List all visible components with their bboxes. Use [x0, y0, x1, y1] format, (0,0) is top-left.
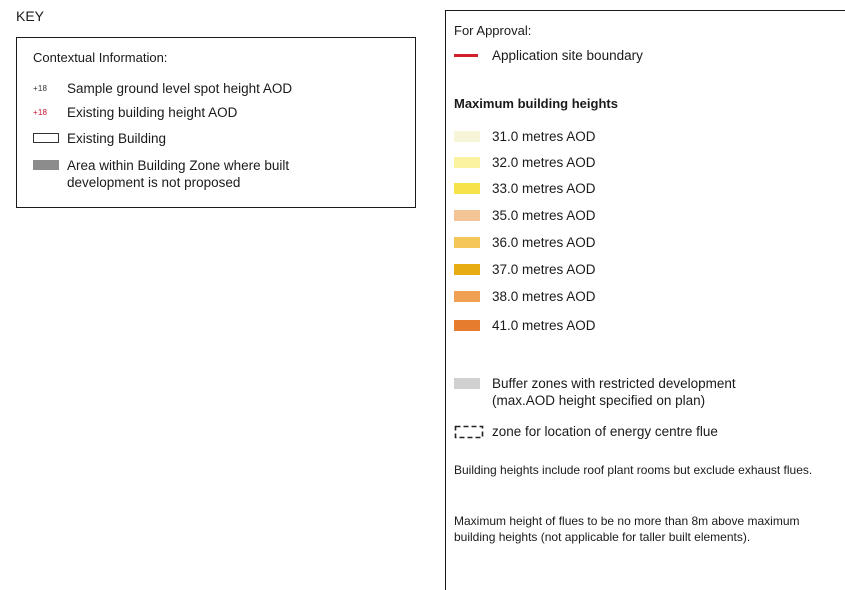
- note-building-heights: Building heights include roof plant room…: [454, 463, 813, 477]
- height-swatch: [454, 131, 480, 142]
- legend-item-label: Area within Building Zone where built de…: [67, 158, 290, 190]
- for-approval-title: For Approval:: [454, 23, 532, 38]
- legend-item-height: 35.0 metres AOD: [454, 208, 596, 223]
- legend-item-label: Application site boundary: [492, 48, 643, 63]
- legend-item-label: 37.0 metres AOD: [492, 262, 596, 277]
- legend-item-label: Existing Building: [67, 131, 167, 146]
- legend-item-label: 31.0 metres AOD: [492, 129, 596, 144]
- legend-item-label: 32.0 metres AOD: [492, 155, 596, 170]
- height-swatch: [454, 183, 480, 194]
- legend-item-height: 31.0 metres AOD: [454, 129, 596, 144]
- key-title: KEY: [16, 8, 45, 24]
- existing-building-swatch: [33, 133, 59, 143]
- legend-item-height: 36.0 metres AOD: [454, 235, 596, 250]
- height-swatch: [454, 210, 480, 221]
- max-heights-title: Maximum building heights: [454, 96, 618, 111]
- dashed-zone-icon: [454, 425, 484, 438]
- height-swatch: [454, 320, 480, 331]
- legend-item-label: 36.0 metres AOD: [492, 235, 596, 250]
- legend-item-label: zone for location of energy centre flue: [492, 424, 718, 439]
- legend-item-label: 41.0 metres AOD: [492, 318, 596, 333]
- building-height-symbol: +18: [33, 107, 48, 117]
- legend-item-label: Buffer zones with restricted development…: [492, 376, 736, 408]
- legend-item-label: 33.0 metres AOD: [492, 181, 596, 196]
- legend-item-ground-spot-height: +18 Sample ground level spot height AOD: [33, 80, 292, 97]
- legend-item-label: 38.0 metres AOD: [492, 289, 596, 304]
- legend-item-site-boundary: Application site boundary: [454, 48, 643, 63]
- site-boundary-line-symbol: [454, 54, 478, 57]
- legend-item-label: Existing building height AOD: [67, 105, 238, 120]
- height-swatch: [454, 291, 480, 302]
- legend-item-height: 32.0 metres AOD: [454, 155, 596, 170]
- ground-spot-height-symbol: +18: [33, 83, 48, 93]
- contextual-heading: Contextual Information:: [33, 50, 168, 65]
- area-not-proposed-swatch: [33, 160, 59, 170]
- legend-item-label: Sample ground level spot height AOD: [67, 81, 293, 96]
- contextual-information-box: Contextual Information: +18 Sample groun…: [16, 37, 416, 208]
- legend-item-energy-flue: zone for location of energy centre flue: [454, 424, 718, 439]
- legend-item-height: 37.0 metres AOD: [454, 262, 596, 277]
- height-swatch: [454, 237, 480, 248]
- for-approval-panel: For Approval: Application site boundary …: [445, 10, 845, 590]
- legend-item-height: 41.0 metres AOD: [454, 318, 596, 333]
- legend-item-label: 35.0 metres AOD: [492, 208, 596, 223]
- legend-item-area-not-proposed: Area within Building Zone where built de…: [33, 157, 313, 191]
- legend-item-height: 38.0 metres AOD: [454, 289, 596, 304]
- legend-item-buffer-zones: Buffer zones with restricted development…: [454, 375, 792, 409]
- height-swatch: [454, 264, 480, 275]
- legend-item-existing-building-height: +18 Existing building height AOD: [33, 104, 237, 121]
- legend-item-existing-building: Existing Building: [33, 130, 166, 147]
- note-flue-heights: Maximum height of flues to be no more th…: [454, 514, 800, 544]
- height-swatch: [454, 157, 480, 168]
- legend-item-height: 33.0 metres AOD: [454, 181, 596, 196]
- buffer-zone-swatch: [454, 378, 480, 389]
